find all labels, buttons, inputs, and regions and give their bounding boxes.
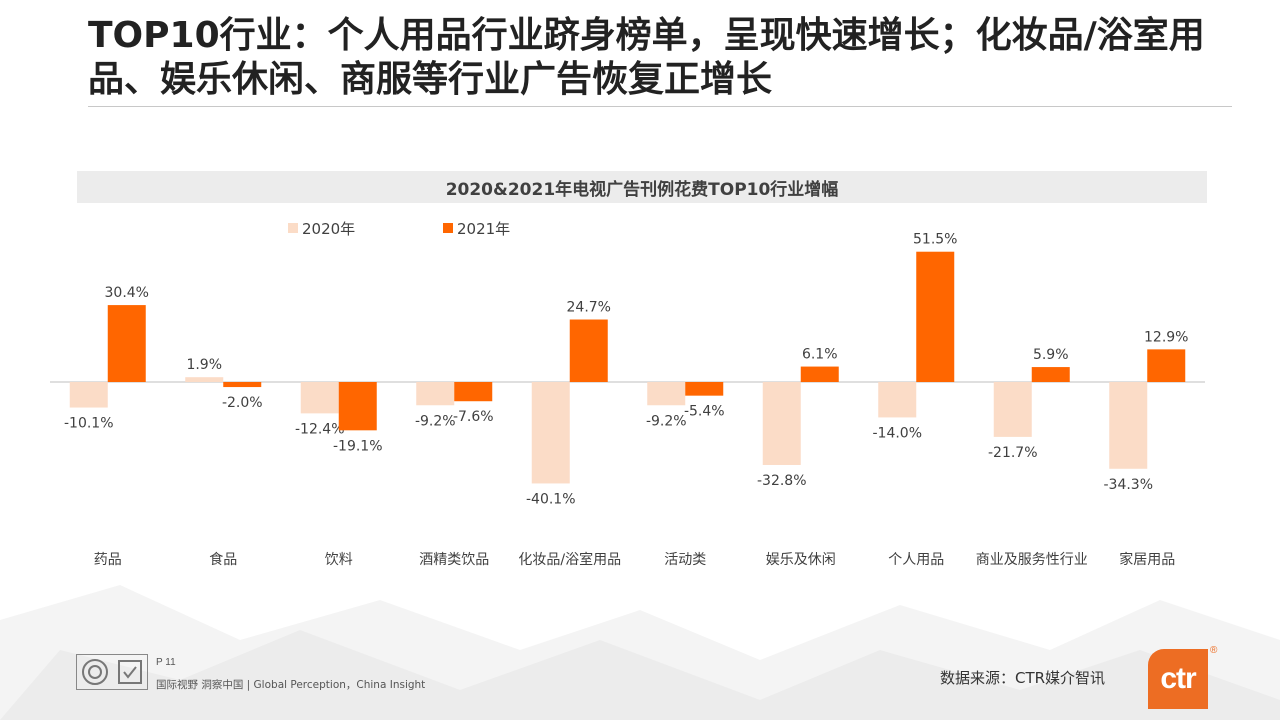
chart-title: 2020&2021年电视广告刊例花费TOP10行业增幅 (77, 171, 1207, 203)
data-label: -12.4% (295, 421, 345, 437)
registered-mark: ® (1210, 645, 1218, 656)
bar-2021 (685, 382, 724, 396)
data-label: 30.4% (105, 285, 149, 301)
data-label: -5.4% (684, 404, 725, 420)
data-label: -2.0% (222, 395, 263, 411)
category-label: 商业及服务性行业 (976, 552, 1088, 568)
legend-swatch-2020 (288, 223, 298, 233)
legend-label: 2021年 (457, 220, 510, 238)
data-label: -10.1% (64, 416, 114, 432)
page-number: P 11 (156, 657, 176, 668)
data-label: 24.7% (567, 300, 611, 316)
bar-2020 (1109, 382, 1148, 469)
data-label: -19.1% (333, 438, 383, 454)
bar-2020 (531, 382, 570, 484)
bar-2020 (878, 382, 917, 418)
legend-label: 2020年 (302, 220, 355, 238)
data-label: -32.8% (757, 473, 807, 489)
bar-2020 (993, 382, 1032, 437)
category-label: 食品 (209, 551, 237, 568)
data-label: -34.3% (1103, 477, 1153, 493)
category-label: 活动类 (664, 552, 706, 568)
certification-logos (76, 654, 148, 690)
category-label: 个人用品 (888, 552, 944, 568)
bar-2021 (1147, 349, 1186, 382)
bar-2021 (1031, 367, 1070, 382)
bar-2021 (107, 305, 146, 382)
bar-2020 (416, 382, 455, 406)
bar-2021 (916, 251, 955, 382)
data-label: -7.6% (453, 409, 494, 425)
bar-2020 (762, 382, 801, 465)
category-label: 酒精类饮品 (419, 552, 489, 568)
data-label: 5.9% (1033, 347, 1069, 363)
legend-swatch-2021 (443, 223, 453, 233)
category-label: 药品 (94, 552, 122, 568)
data-label: -40.1% (526, 491, 576, 507)
bar-2021 (223, 382, 262, 388)
page-title: TOP10行业：个人用品行业跻身榜单，呈现快速增长；化妆品/浴室用品、娱乐休闲、… (88, 15, 1205, 100)
category-label: 家居用品 (1119, 551, 1175, 568)
bar-2020 (647, 382, 686, 406)
data-label: 6.1% (802, 347, 838, 363)
data-label: -9.2% (646, 413, 687, 429)
category-label: 化妆品/浴室用品 (518, 551, 621, 568)
quality-seal-icon (81, 659, 108, 685)
bar-2021 (800, 366, 839, 382)
bar-2021 (569, 319, 608, 382)
bar-2021 (338, 382, 377, 431)
data-label: -21.7% (988, 445, 1038, 461)
data-label: -9.2% (415, 413, 456, 429)
data-label: 1.9% (186, 357, 222, 373)
bar-2020 (185, 377, 224, 382)
bar-2020 (300, 382, 339, 414)
checkmark-seal-icon (117, 660, 142, 684)
bar-2020 (69, 382, 108, 408)
ctr-logo: ctr (1148, 649, 1208, 709)
category-label: 饮料 (325, 552, 353, 568)
title-divider (88, 106, 1232, 107)
footer-tagline: 国际视野 洞察中国 | Global Perception，China Insi… (156, 679, 426, 691)
data-label: 12.9% (1144, 329, 1188, 345)
data-source: 数据来源：CTR媒介智讯 (940, 669, 1106, 687)
data-label: -14.0% (872, 425, 922, 441)
bar-2021 (454, 382, 493, 402)
category-label: 娱乐及休闲 (766, 552, 836, 568)
data-label: 51.5% (913, 232, 957, 248)
